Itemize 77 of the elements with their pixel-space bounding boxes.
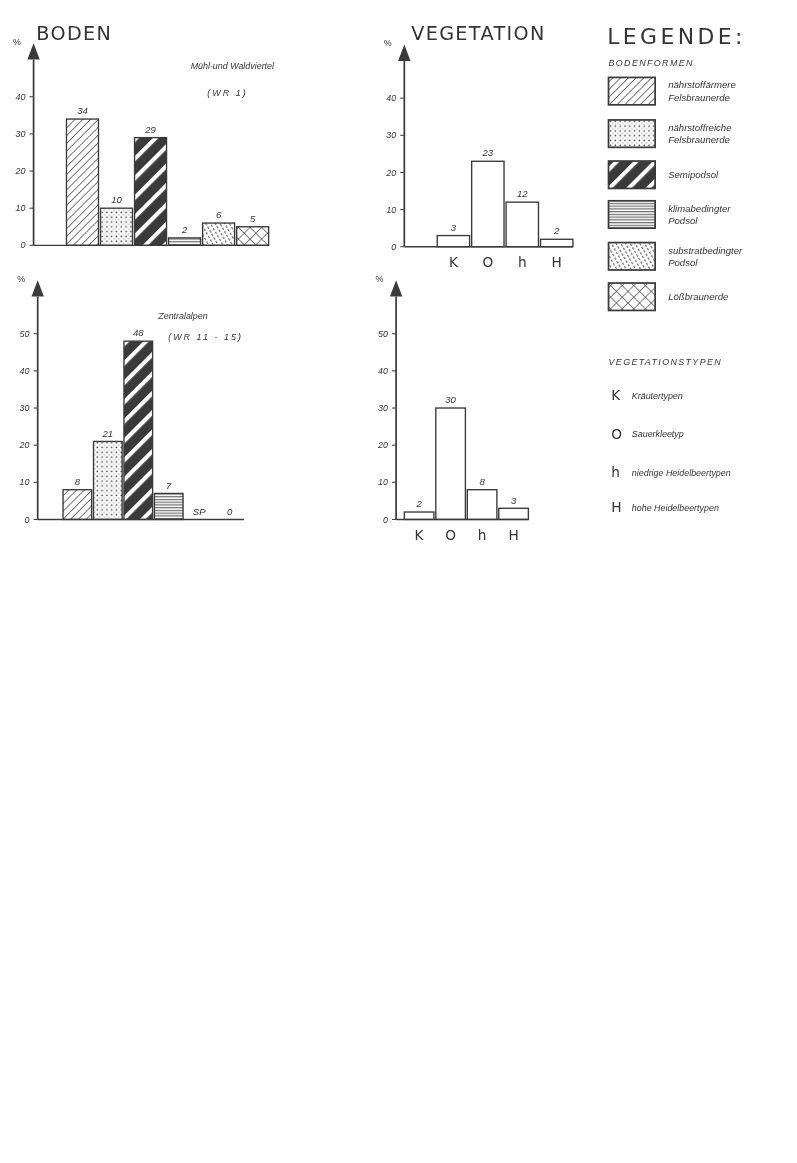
x-tick-label: K bbox=[414, 527, 425, 543]
chart-subtitle: Mühl-und Waldviertel bbox=[190, 60, 276, 71]
text: nährstoffreiche Felsbraunerde bbox=[668, 121, 732, 146]
text: substratbedingter Podsol bbox=[668, 244, 743, 268]
data-label: 8 bbox=[479, 475, 486, 487]
annotation: (WR 11 - 15) bbox=[168, 331, 244, 342]
data-label: 2 bbox=[180, 224, 188, 236]
y-tick-label: 40 bbox=[15, 91, 26, 102]
y-axis-title: % bbox=[383, 37, 392, 48]
x-tick-label: O bbox=[482, 254, 494, 271]
data-label: 7 bbox=[166, 479, 173, 491]
y-tick-label: 40 bbox=[377, 365, 388, 376]
data-label: 21 bbox=[101, 427, 114, 439]
text: Semipodsol bbox=[668, 169, 720, 181]
y-axis-title: % bbox=[375, 273, 384, 284]
y-tick-label: 40 bbox=[386, 93, 397, 104]
y-tick-label: 10 bbox=[19, 477, 30, 488]
text: Zentralalpen bbox=[157, 311, 208, 322]
text: h bbox=[611, 463, 620, 480]
text: H bbox=[611, 498, 622, 515]
annotation: SP bbox=[192, 505, 207, 517]
data-label: 6 bbox=[215, 209, 222, 221]
text: BODENFORMEN bbox=[608, 58, 694, 69]
data-label: 10 bbox=[111, 194, 123, 206]
y-tick-label: 20 bbox=[385, 167, 397, 178]
y-tick-label: 10 bbox=[386, 204, 397, 215]
data-label: 30 bbox=[445, 394, 457, 406]
x-tick-label: O bbox=[445, 527, 456, 543]
data-label: 48 bbox=[132, 327, 145, 339]
data-label: 5 bbox=[249, 212, 256, 224]
text: Lößbraunerde bbox=[668, 291, 729, 303]
text: nährstoffärmere Felsbraunerde bbox=[668, 79, 736, 103]
text: hohe Heidelbeertypen bbox=[631, 502, 719, 513]
y-tick-label: 0 bbox=[391, 241, 397, 252]
data-label: 29 bbox=[144, 123, 157, 135]
data-label: 34 bbox=[77, 105, 88, 117]
y-tick-label: 30 bbox=[386, 130, 397, 141]
text: Sauerkleetyp bbox=[631, 429, 684, 440]
x-tick-label: H bbox=[508, 527, 519, 543]
annotation: (WR 1) bbox=[207, 87, 248, 98]
y-tick-label: 10 bbox=[377, 477, 388, 488]
data-label: 12 bbox=[516, 188, 529, 200]
y-tick-label: 0 bbox=[382, 514, 388, 525]
data-label: 8 bbox=[74, 475, 81, 487]
y-tick-label: 0 bbox=[20, 240, 26, 251]
annotation: 0 bbox=[226, 505, 233, 517]
chart-title: VEGETATION bbox=[411, 21, 546, 45]
data-label: 23 bbox=[481, 147, 494, 159]
y-tick-label: 20 bbox=[376, 440, 388, 451]
text: VEGETATIONSTYPEN bbox=[608, 356, 723, 367]
text: O bbox=[611, 425, 623, 442]
data-label: 2 bbox=[415, 498, 423, 510]
data-label: 2 bbox=[553, 225, 561, 237]
text: niedrige Heidelbeertypen bbox=[631, 467, 731, 478]
y-tick-label: 30 bbox=[19, 403, 30, 414]
y-axis-title: % bbox=[17, 273, 26, 284]
y-tick-label: 10 bbox=[15, 203, 26, 214]
data-label: 3 bbox=[510, 494, 517, 506]
text: klimabedingter Podsol bbox=[668, 202, 732, 227]
text: Kräutertypen bbox=[631, 390, 683, 401]
y-tick-label: 30 bbox=[15, 129, 26, 140]
y-tick-label: 40 bbox=[19, 365, 30, 376]
y-tick-label: 0 bbox=[24, 514, 30, 525]
y-tick-label: 20 bbox=[18, 440, 30, 451]
x-tick-label: h bbox=[517, 254, 527, 271]
y-tick-label: 50 bbox=[19, 328, 30, 339]
x-tick-label: h bbox=[477, 527, 487, 543]
y-axis-title: % bbox=[13, 36, 22, 47]
text: LEGENDE: bbox=[607, 23, 746, 49]
y-tick-label: 30 bbox=[377, 403, 388, 414]
chart-title: BODEN bbox=[36, 21, 113, 45]
y-tick-label: 20 bbox=[14, 166, 26, 177]
data-label: 3 bbox=[450, 221, 457, 233]
x-tick-label: H bbox=[551, 254, 562, 271]
text: K bbox=[611, 387, 622, 404]
y-tick-label: 50 bbox=[377, 328, 388, 339]
x-tick-label: K bbox=[448, 254, 459, 271]
